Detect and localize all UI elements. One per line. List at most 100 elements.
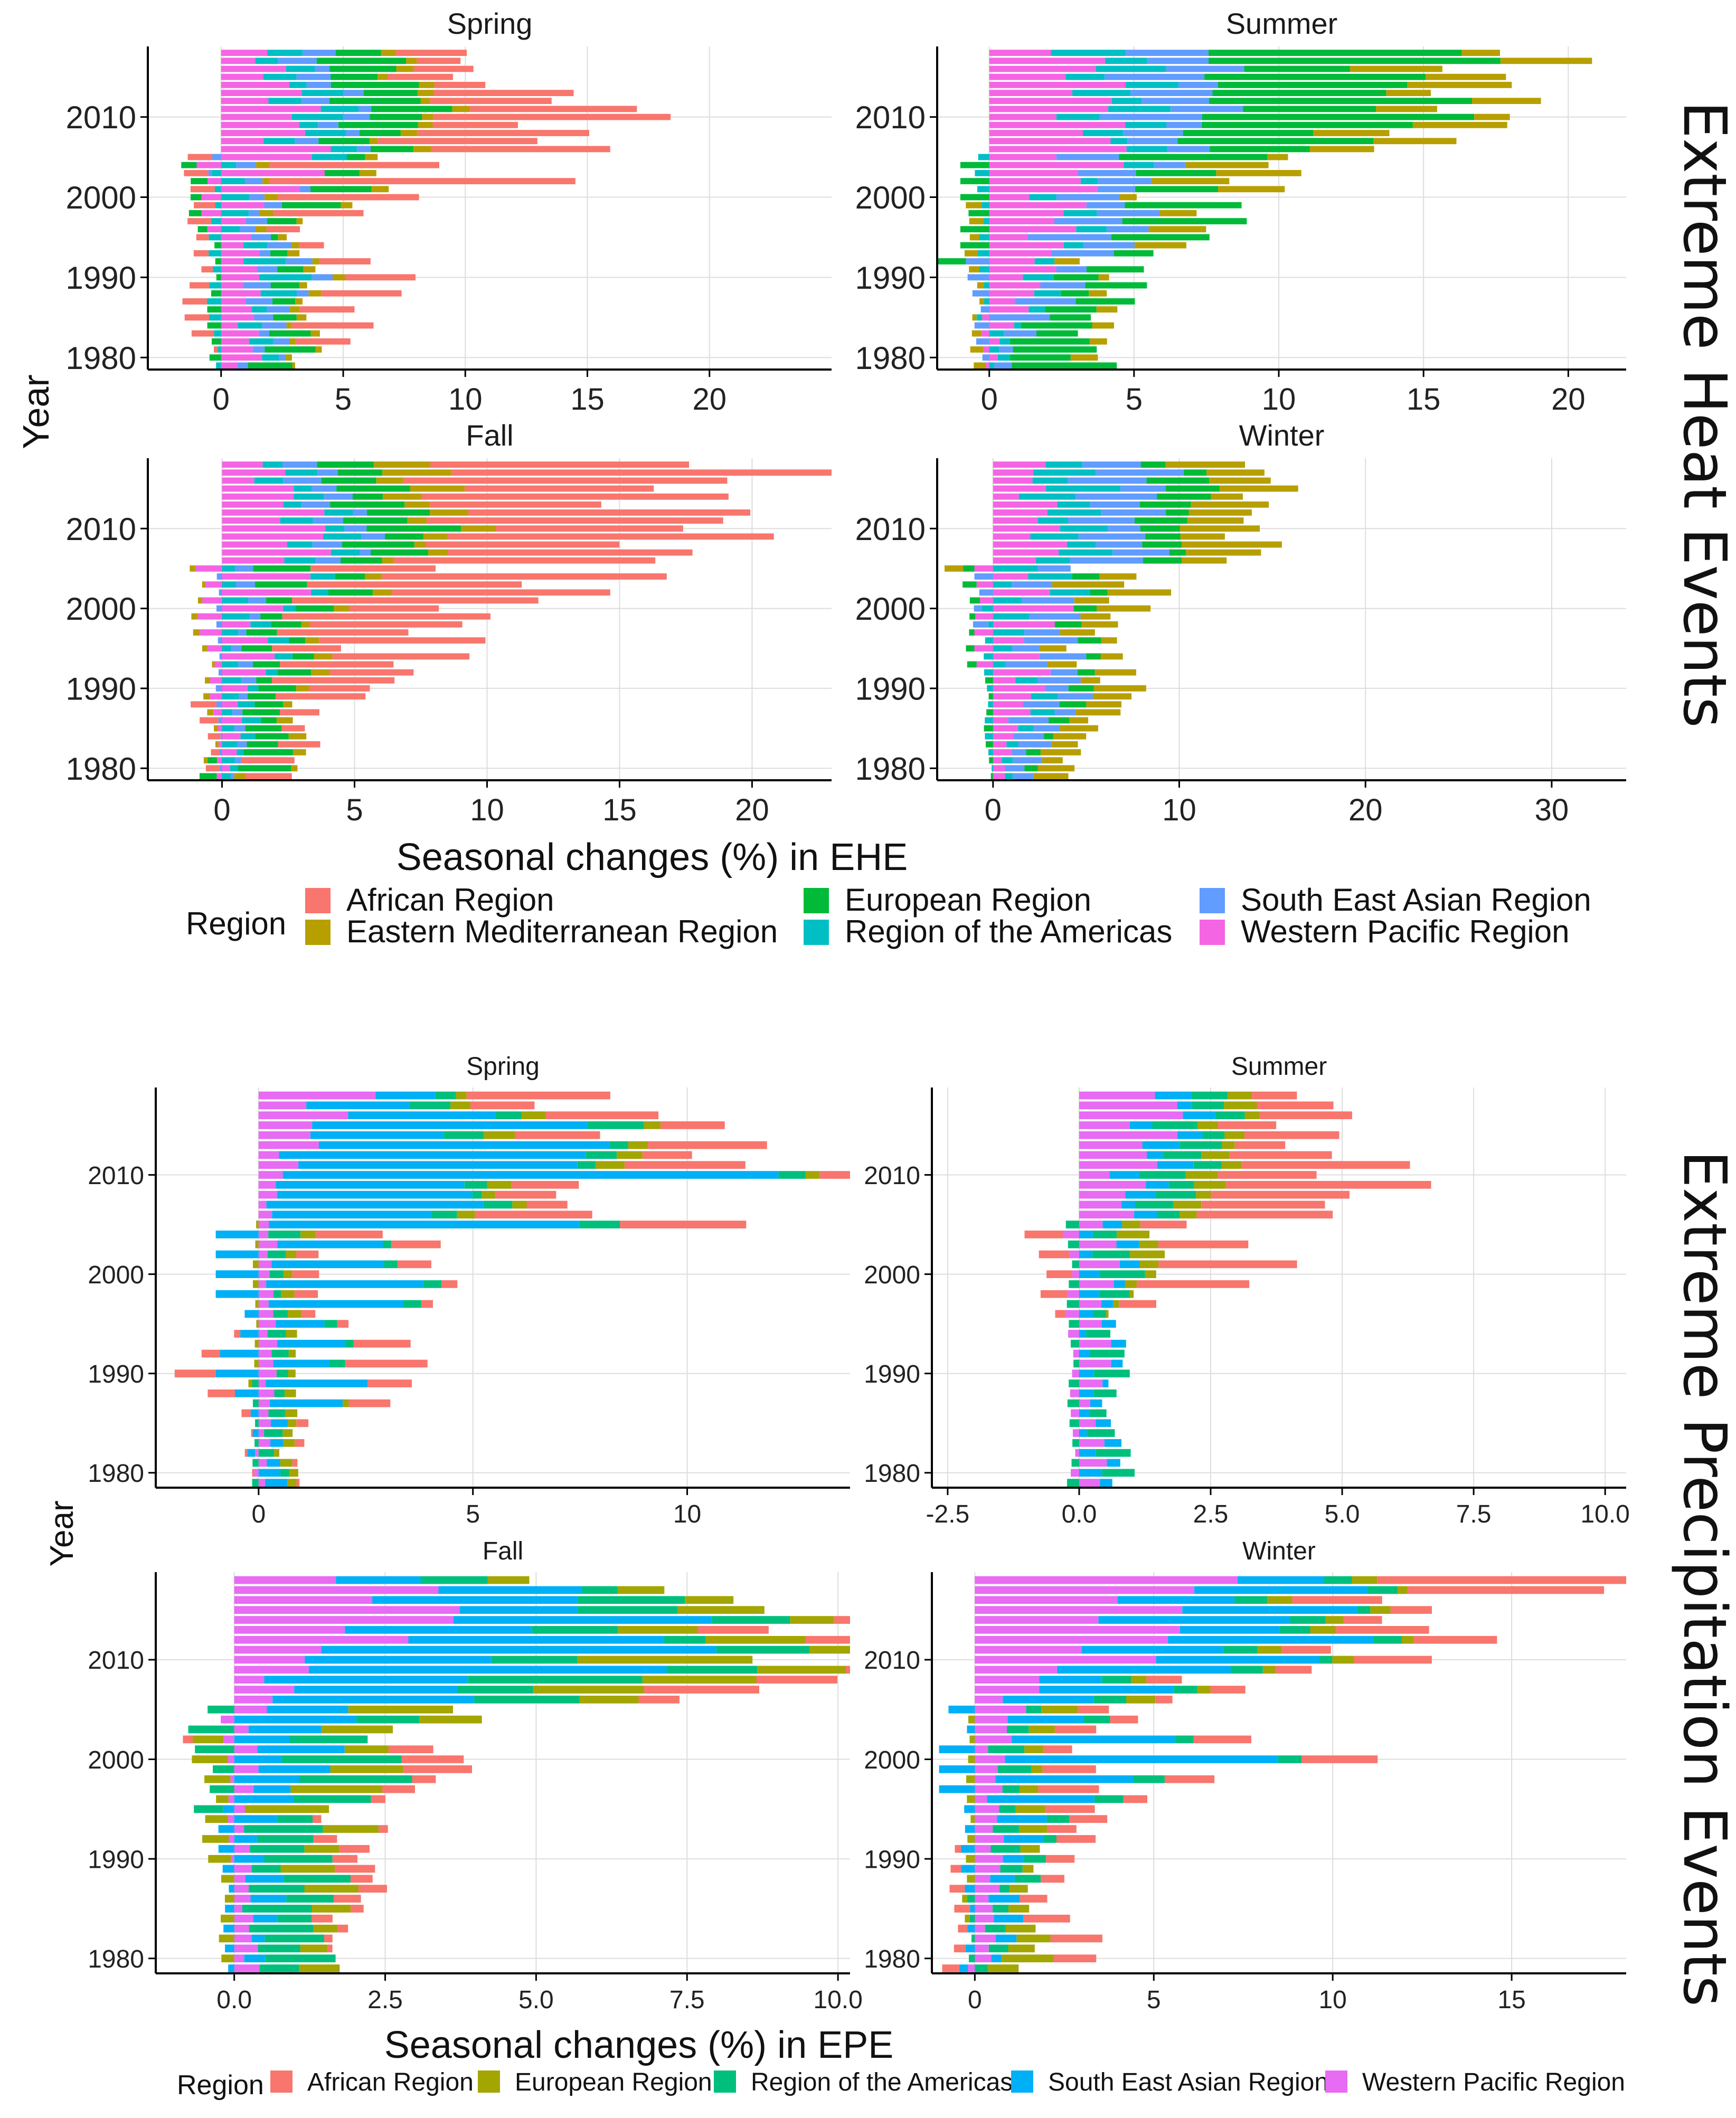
heat-winter-bar-2007-eastern-mediterranean-region xyxy=(1186,549,1261,556)
precip-summer-bar-1997-western-pacific-region xyxy=(1079,1300,1101,1308)
heat-summer-bar-2008-eastern-mediterranean-region xyxy=(1313,130,1390,136)
heat-summer-bar-1998-eastern-mediterranean-region xyxy=(1159,210,1197,216)
heat-winter-bar-1992-region-of-the-americas xyxy=(984,669,993,676)
heat-fall-xtick-label: 0 xyxy=(213,793,230,827)
heat-fall-bar-1988-european-region xyxy=(254,701,284,708)
precip-fall-bar-2010-region-of-the-americas xyxy=(491,1656,578,1664)
heat-winter-bar-2007-south-east-asian-region xyxy=(1112,549,1169,556)
heat-fall-bar-1993-western-pacific-region xyxy=(214,661,222,668)
precip-spring-bar-2005-south-east-asian-region xyxy=(269,1221,580,1228)
precip-spring-bar-1985-european-region xyxy=(288,1419,297,1427)
heat-spring-bar-2007-european-region xyxy=(318,138,370,145)
heat-spring-bar-1999-south-east-asian-region xyxy=(264,202,282,209)
heat-summer-bar-1987-western-pacific-region xyxy=(989,298,1015,305)
heat-fall-bar-2017-eastern-mediterranean-region xyxy=(382,469,451,476)
precip-fall-bar-2018-european-region xyxy=(487,1576,530,1584)
precip-winter-bar-1997-western-pacific-region xyxy=(975,1785,1003,1793)
heat-summer-bar-2004-western-pacific-region xyxy=(989,162,1124,168)
heat-spring-bar-1998-african-region xyxy=(273,210,364,216)
precip-spring-bar-1987-western-pacific-region xyxy=(258,1399,270,1407)
heat-fall-bar-1997-african-region xyxy=(277,629,409,636)
heat-spring-bar-2011-african-region xyxy=(470,106,637,112)
heat-spring-bar-2004-western-pacific-region xyxy=(196,162,221,168)
precip-summer-bar-2006-western-pacific-region xyxy=(1079,1211,1134,1219)
precip-winter-bar-2016-african-region xyxy=(1292,1596,1382,1604)
precip-spring-bar-2014-african-region xyxy=(515,1131,600,1139)
precip-spring-bar-2011-african-region xyxy=(625,1161,746,1169)
heat-summer-bar-1992-eastern-mediterranean-region xyxy=(1054,258,1080,264)
precip-fall-xtick-label: 5.0 xyxy=(518,1986,554,2014)
precip-spring-bar-1979-region-of-the-americas xyxy=(252,1479,259,1487)
heat-fall-bar-2001-region-of-the-americas xyxy=(222,597,249,604)
heat-winter-bar-1996-south-east-asian-region xyxy=(1024,637,1078,644)
heat-fall-bar-1982-south-east-asian-region xyxy=(220,749,222,755)
heat-spring-bar-2006-south-east-asian-region xyxy=(357,146,371,153)
precip-fall-bar-1990-african-region xyxy=(332,1855,357,1863)
precip-fall-bar-2002-region-of-the-americas xyxy=(289,1735,368,1744)
heat-summer-bar-2006-western-pacific-region xyxy=(989,146,1127,153)
precip-summer-bar-2018-western-pacific-region xyxy=(1079,1091,1155,1100)
heat-fall-bar-1991-south-east-asian-region xyxy=(241,677,257,684)
precip-winter-bar-1994-south-east-asian-region xyxy=(997,1815,1047,1823)
precip-summer-bar-1986-south-east-asian-region xyxy=(1079,1409,1090,1417)
heat-fall-bar-2014-region-of-the-americas xyxy=(293,493,325,500)
heat-fall-bar-2018-eastern-mediterranean-region xyxy=(374,461,430,468)
precip-fall-bar-1983-region-of-the-americas xyxy=(249,1924,314,1933)
heat-fall-bar-2001-african-region xyxy=(292,597,539,604)
precip-fall-ytick-label: 2000 xyxy=(88,1746,144,1774)
precip-winter-bar-1984-european-region xyxy=(965,1914,970,1923)
precip-spring-bar-2018-south-east-asian-region xyxy=(375,1091,436,1100)
heat-spring-facet-title: Spring xyxy=(447,7,533,40)
heat-fall-bar-2017-region-of-the-americas xyxy=(285,469,318,476)
heat-winter-bar-1989-eastern-mediterranean-region xyxy=(1092,693,1132,699)
heat-summer-bar-2010-region-of-the-americas xyxy=(1056,114,1100,120)
precip-spring-bar-1984-south-east-asian-region xyxy=(252,1429,259,1437)
precip-summer-bar-2004-african-region xyxy=(1024,1231,1063,1238)
heat-winter-bar-2014-south-east-asian-region xyxy=(1075,493,1157,500)
precip-summer-bar-2008-south-east-asian-region xyxy=(1125,1190,1156,1199)
heat-winter-bar-2007-western-pacific-region xyxy=(993,549,1059,556)
precip-summer-bar-2000-european-region xyxy=(1145,1270,1156,1278)
heat-winter-bar-1990-eastern-mediterranean-region xyxy=(1093,685,1146,692)
heat-spring-bar-1980-region-of-the-americas xyxy=(262,354,279,361)
precip-spring-facet-title: Spring xyxy=(466,1053,540,1081)
precip-summer-bar-1985-region-of-the-americas xyxy=(1069,1419,1079,1427)
heat-fall-bar-1980-eastern-mediterranean-region xyxy=(291,765,298,772)
precip-spring-bar-1988-european-region xyxy=(285,1389,296,1397)
heat-spring-bar-2000-african-region xyxy=(278,194,419,201)
heat-winter-bar-2018-european-region xyxy=(1140,461,1166,468)
heat-spring-bar-2004-south-east-asian-region xyxy=(236,162,257,168)
heat-winter-bar-2010-european-region xyxy=(1140,525,1180,532)
heat-winter-bar-2009-region-of-the-americas xyxy=(1030,533,1079,540)
heat-summer-bar-2006-european-region xyxy=(1210,146,1310,153)
heat-fall-bar-1999-african-region xyxy=(282,613,490,620)
precip-spring-bar-1998-african-region xyxy=(294,1290,318,1298)
precip-fall-bar-2001-western-pacific-region xyxy=(234,1745,258,1753)
heat-spring-bar-2003-region-of-the-americas xyxy=(212,170,221,176)
heat-fall-bar-1984-region-of-the-americas xyxy=(240,733,256,740)
precip-winter-bar-1993-western-pacific-region xyxy=(975,1825,993,1833)
heat-summer-bar-1983-region-of-the-americas xyxy=(989,330,1004,337)
heat-fall-bar-2006-african-region xyxy=(393,557,656,564)
precip-fall-bar-1982-south-east-asian-region xyxy=(251,1934,265,1943)
precip-summer-bar-2012-south-east-asian-region xyxy=(1147,1151,1163,1159)
heat-spring-bar-2017-eastern-mediterranean-region xyxy=(406,58,417,64)
heat-summer-bar-1981-eastern-mediterranean-region xyxy=(970,346,984,353)
precip-fall-bar-1984-south-east-asian-region xyxy=(253,1914,278,1923)
heat-fall-bar-2005-region-of-the-americas xyxy=(222,565,235,572)
heat-fall-bar-1995-african-region xyxy=(272,645,341,652)
heat-winter-bar-2002-south-east-asian-region xyxy=(979,589,993,596)
heat-winter-bar-2014-european-region xyxy=(1157,493,1211,500)
heat-fall-bar-1988-western-pacific-region xyxy=(222,701,238,708)
precip-winter-bar-2004-european-region xyxy=(968,1715,975,1724)
precip-fall-bar-1989-region-of-the-americas xyxy=(251,1865,281,1873)
precip-side-title: Extreme Precipitation Events xyxy=(1670,1150,1736,2007)
precip-winter-bar-2004-region-of-the-americas xyxy=(1084,1715,1110,1724)
heat-summer-bar-1993-region-of-the-americas xyxy=(977,250,989,257)
precip-winter-bar-1989-african-region xyxy=(950,1865,961,1873)
heat-winter-bar-2004-eastern-mediterranean-region xyxy=(1099,573,1137,580)
precip-fall-bar-1992-european-region xyxy=(202,1835,229,1843)
heat-spring-bar-1984-african-region xyxy=(291,322,374,329)
heat-summer-bar-2010-european-region xyxy=(1202,114,1475,120)
precip-winter-bar-1994-african-region xyxy=(1069,1815,1108,1823)
